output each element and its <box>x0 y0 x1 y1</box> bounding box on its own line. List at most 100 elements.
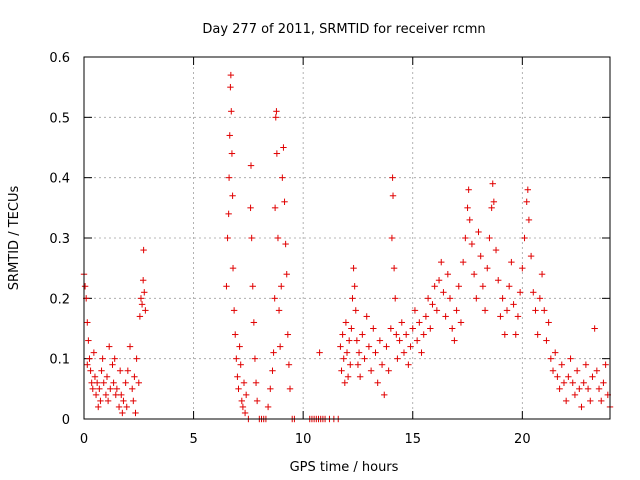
data-point <box>229 264 237 272</box>
data-point <box>89 385 96 393</box>
data-point <box>349 295 356 302</box>
data-point <box>140 246 147 254</box>
data-point <box>233 355 240 362</box>
data-point <box>418 349 425 356</box>
data-point <box>457 319 465 326</box>
data-point <box>365 343 373 350</box>
data-point <box>236 343 243 350</box>
data-point <box>252 379 260 386</box>
data-point <box>229 192 236 199</box>
data-point <box>495 277 502 284</box>
y-tick-label: 0.5 <box>49 111 70 126</box>
data-point <box>446 295 454 302</box>
data-point <box>354 361 362 368</box>
data-point <box>250 319 258 326</box>
data-points <box>80 71 614 423</box>
data-point <box>138 301 146 308</box>
data-point <box>532 307 539 314</box>
data-point <box>239 403 247 411</box>
data-point <box>556 385 563 393</box>
data-point <box>492 246 500 254</box>
data-point <box>141 289 148 296</box>
data-point <box>136 313 144 320</box>
data-point <box>227 83 234 91</box>
data-point <box>248 234 255 242</box>
data-point <box>398 319 405 326</box>
data-point <box>383 343 390 350</box>
data-point <box>352 307 359 314</box>
data-point <box>534 331 541 338</box>
data-point <box>438 258 445 266</box>
data-point <box>249 283 256 290</box>
data-point <box>84 361 91 368</box>
data-point <box>571 391 579 399</box>
data-point <box>283 271 290 278</box>
data-point <box>444 271 452 278</box>
data-point <box>486 234 493 242</box>
data-point <box>547 355 555 362</box>
data-point <box>92 391 100 399</box>
data-point <box>505 283 513 290</box>
data-point <box>567 355 574 362</box>
data-point <box>132 409 139 417</box>
data-point <box>499 295 506 302</box>
data-point <box>400 349 408 356</box>
data-point <box>479 283 487 290</box>
data-point <box>240 379 248 386</box>
data-point <box>344 373 352 380</box>
data-point <box>510 301 517 308</box>
data-point <box>113 385 121 393</box>
data-point <box>353 337 361 344</box>
data-point <box>355 349 363 356</box>
grid <box>84 57 610 419</box>
data-point <box>338 367 345 374</box>
data-point <box>514 313 522 320</box>
data-point <box>90 349 98 356</box>
data-point <box>337 343 344 350</box>
data-point <box>484 264 491 272</box>
x-tick-label: 0 <box>80 432 88 447</box>
data-point <box>370 325 377 332</box>
data-point <box>341 379 349 386</box>
data-point <box>251 355 259 362</box>
data-point <box>580 379 587 386</box>
data-point <box>81 283 89 290</box>
data-point <box>345 337 353 344</box>
data-point <box>422 313 430 320</box>
data-point <box>549 367 557 374</box>
data-point <box>273 150 281 157</box>
data-point <box>600 379 607 386</box>
data-point <box>342 319 350 326</box>
data-point <box>524 186 532 193</box>
data-point <box>435 277 443 284</box>
data-point <box>275 307 283 314</box>
data-point <box>103 373 111 380</box>
data-point <box>402 331 410 338</box>
data-point <box>453 307 460 314</box>
data-point <box>552 349 559 356</box>
x-tick-label: 10 <box>295 432 312 447</box>
data-point <box>91 373 99 380</box>
data-point <box>284 331 292 338</box>
data-point <box>286 385 294 393</box>
data-point <box>431 283 438 290</box>
data-point <box>525 216 533 224</box>
data-point <box>110 379 117 386</box>
data-point <box>393 331 400 338</box>
data-point <box>270 349 277 356</box>
data-point <box>488 204 495 212</box>
data-point <box>565 373 572 380</box>
data-point <box>573 367 581 374</box>
data-point <box>473 295 480 302</box>
data-point <box>348 325 355 332</box>
data-point <box>100 379 107 386</box>
data-point <box>223 283 230 290</box>
data-point <box>521 234 528 242</box>
data-point <box>381 391 388 399</box>
data-point <box>595 385 603 393</box>
data-point <box>225 174 233 181</box>
data-point <box>390 264 398 272</box>
data-point <box>569 379 576 386</box>
data-point <box>271 204 279 212</box>
